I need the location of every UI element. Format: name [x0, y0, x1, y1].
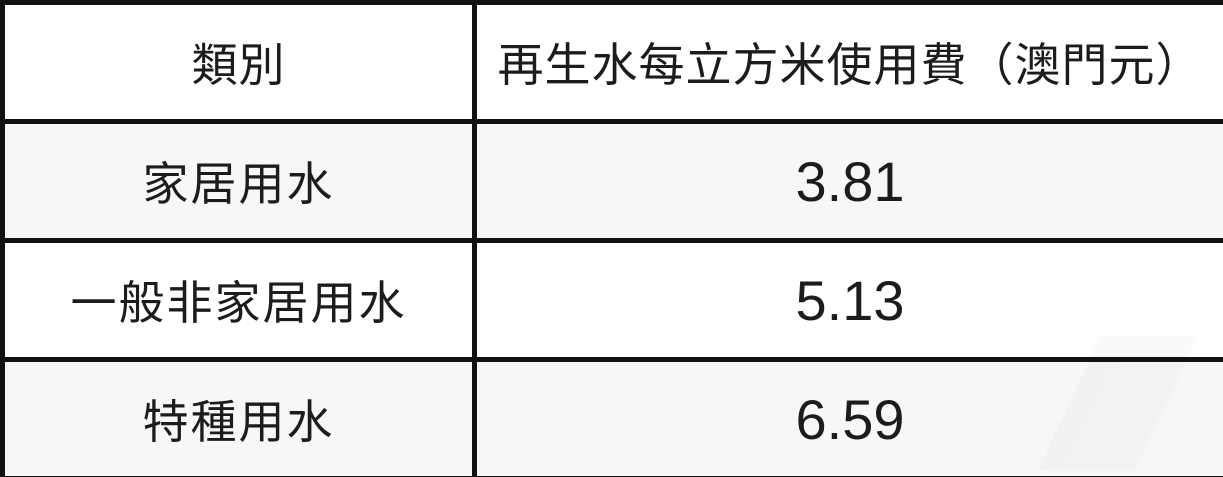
table-body: 家居用水 3.81 一般非家居用水 5.13 特種用水 6.59 — [0, 119, 1223, 477]
table-header: 類別 再生水每立方米使用費（澳門元） — [0, 0, 1223, 124]
table-row-general-non-domestic: 一般非家居用水 5.13 — [0, 238, 1223, 362]
fee-cell-general-non-domestic: 5.13 — [472, 238, 1223, 362]
fee-cell-special: 6.59 — [472, 357, 1223, 477]
column-header-category: 類別 — [0, 0, 477, 124]
category-cell-general-non-domestic: 一般非家居用水 — [0, 238, 477, 362]
category-cell-special: 特種用水 — [0, 357, 477, 477]
table-row-special: 特種用水 6.59 — [0, 357, 1223, 477]
column-header-fee: 再生水每立方米使用費（澳門元） — [472, 0, 1223, 124]
category-cell-domestic: 家居用水 — [0, 119, 477, 243]
table-row-domestic: 家居用水 3.81 — [0, 119, 1223, 243]
header-row: 類別 再生水每立方米使用費（澳門元） — [0, 0, 1223, 124]
fee-cell-domestic: 3.81 — [472, 119, 1223, 243]
